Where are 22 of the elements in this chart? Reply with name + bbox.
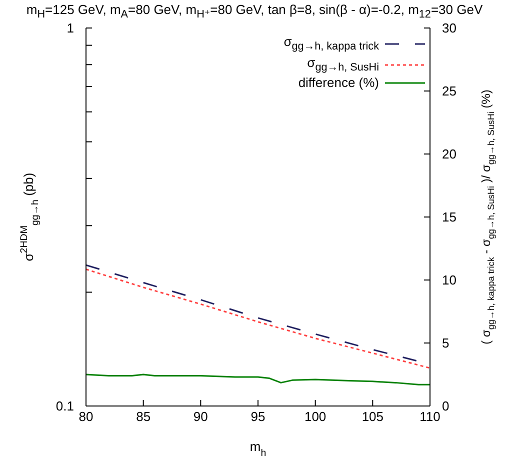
x-tick-label: 85 — [136, 409, 151, 424]
y-tick-label: 1 — [66, 20, 74, 36]
y2-tick-label: 0 — [442, 398, 450, 414]
legend-label: σ$_{gg→h, SusHi}$ — [307, 54, 379, 76]
y2-tick-label: 20 — [442, 146, 456, 162]
y2-tick-label: 10 — [442, 272, 456, 288]
y2-tick-label: 25 — [442, 84, 456, 99]
legend-label: difference (%) — [298, 75, 379, 90]
legend-label: σ$_{gg→h, kappa trick}$ — [284, 34, 379, 55]
y2-tick-label: 5 — [442, 336, 450, 351]
chart-title: m$_{H}$=125 GeV, m$_{A}$=80 GeV, m$_{H⁺}$=80 GeV, tan β=8, sin(β - α)=-0.2, m$_{12}$=30 GeV — [26, 2, 483, 21]
x-axis-title: m$_{h}$ — [250, 439, 266, 460]
x-tick-label: 80 — [78, 409, 94, 424]
line-series — [86, 374, 430, 386]
x-tick-label: 110 — [420, 409, 440, 424]
x-tick-label: 95 — [250, 409, 266, 424]
y2-tick-label: 30 — [442, 20, 456, 36]
x-tick-label: 105 — [362, 409, 384, 424]
y2-tick-label: 15 — [442, 210, 456, 225]
y-tick-label: 0.1 — [56, 398, 74, 414]
x-tick-label: 100 — [304, 409, 326, 424]
x-tick-label: 90 — [193, 409, 208, 424]
